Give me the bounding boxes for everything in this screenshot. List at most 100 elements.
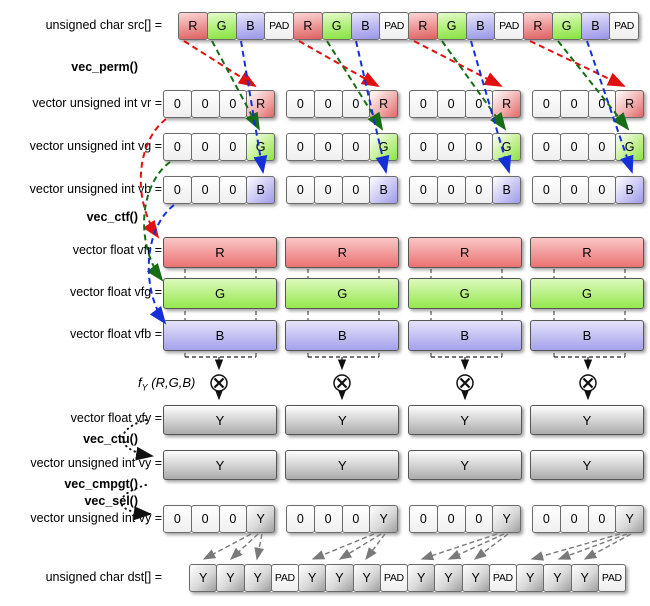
label-dst: unsigned char dst[] = xyxy=(45,570,162,584)
src-row: R G B PAD R G B PAD R G B PAD R G B PAD xyxy=(178,12,639,40)
label-vec-ctu: vec_ctu() xyxy=(83,432,138,446)
vb-cell: B xyxy=(615,176,644,204)
vg-cell: G xyxy=(615,133,644,161)
vb-cell: 0 xyxy=(163,176,192,204)
label-vb: vector unsigned int vb = xyxy=(29,182,162,196)
vfr-bar: R xyxy=(163,237,277,268)
vr-cell: 0 xyxy=(286,90,315,118)
fy-function-label: fY (R,G,B) xyxy=(138,375,195,393)
label-src: unsigned char src[] = xyxy=(45,18,162,32)
vb-cell: 0 xyxy=(286,176,315,204)
src-cell: B xyxy=(465,12,496,40)
dst-cell: Y xyxy=(216,564,245,592)
dst-cell: PAD xyxy=(597,564,626,592)
vr-cell: 0 xyxy=(218,90,248,118)
multiply-nodes xyxy=(210,374,597,392)
vr-cell: 0 xyxy=(559,90,589,118)
vy2-cell: 0 xyxy=(532,505,561,533)
pack-arrows xyxy=(202,533,632,561)
vb-cell: B xyxy=(246,176,275,204)
src-cell: PAD xyxy=(494,12,524,40)
vr-cell: 0 xyxy=(436,90,466,118)
vb-cell: 0 xyxy=(218,176,248,204)
vy2-cell: 0 xyxy=(313,505,343,533)
vfr-bar: R xyxy=(407,237,522,268)
vfr-bar: R xyxy=(529,237,644,268)
vr-cell: 0 xyxy=(190,90,220,118)
vg-cell: 0 xyxy=(190,133,220,161)
vb-cell: 0 xyxy=(436,176,466,204)
vr-cell: R xyxy=(615,90,644,118)
vfy-bar: Y xyxy=(407,405,522,435)
vy2-cell: 0 xyxy=(409,505,438,533)
vy2-cell: 0 xyxy=(341,505,371,533)
dst-cell: Y xyxy=(325,564,354,592)
dst-cell: Y xyxy=(298,564,327,592)
dst-cell: Y xyxy=(543,564,572,592)
dst-cell: Y xyxy=(352,564,381,592)
vy2-cell: 0 xyxy=(163,505,192,533)
vy2-cell: Y xyxy=(246,505,275,533)
vb-cell: 0 xyxy=(559,176,589,204)
dst-cell: Y xyxy=(461,564,490,592)
vy-bar: Y xyxy=(285,450,400,480)
vfy-bar: Y xyxy=(285,405,400,435)
vfy-bar: Y xyxy=(529,405,644,435)
src-cell: R xyxy=(178,12,208,40)
vfb-bar: B xyxy=(285,320,400,351)
vg-cell: 0 xyxy=(163,133,192,161)
vb-cell: 0 xyxy=(587,176,617,204)
src-cell: PAD xyxy=(379,12,409,40)
vfb-bar: B xyxy=(529,320,644,351)
vg-cell: 0 xyxy=(436,133,466,161)
vy-bar: Y xyxy=(529,450,644,480)
fy-sub: Y xyxy=(141,382,148,393)
fy-args: (R,G,B) xyxy=(151,375,196,390)
dst-cell: Y xyxy=(516,564,545,592)
vy2-cell: 0 xyxy=(587,505,617,533)
src-cell: R xyxy=(293,12,323,40)
vg-cell: G xyxy=(369,133,398,161)
vr-cell: R xyxy=(369,90,398,118)
vy2-cell: 0 xyxy=(464,505,494,533)
vy2-cell: Y xyxy=(369,505,398,533)
dst-cell: PAD xyxy=(488,564,517,592)
vg-cell: G xyxy=(246,133,275,161)
vfg-bar: G xyxy=(163,278,277,309)
vfy-bar: Y xyxy=(163,405,277,435)
vfg-bar: G xyxy=(407,278,522,309)
fy-f: f xyxy=(138,375,142,390)
vr-cell: R xyxy=(492,90,521,118)
vfg-bar: G xyxy=(529,278,644,309)
dst-cell: Y xyxy=(189,564,218,592)
vg-cell: 0 xyxy=(532,133,561,161)
dst-cell: Y xyxy=(434,564,463,592)
vg-cell: 0 xyxy=(341,133,371,161)
vr-cell: 0 xyxy=(163,90,192,118)
label-vec-perm: vec_perm() xyxy=(71,60,138,74)
vy2-cell: Y xyxy=(615,505,644,533)
src-cell: B xyxy=(235,12,266,40)
src-cell: G xyxy=(321,12,352,40)
